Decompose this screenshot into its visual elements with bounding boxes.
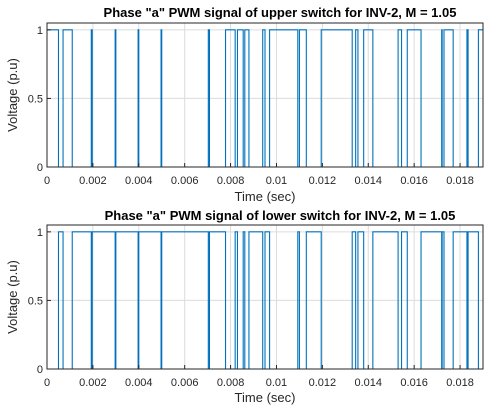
x-tick-label: 0.002 [79, 377, 107, 389]
x-tick-label: 0.01 [266, 377, 287, 389]
x-tick-label: 0 [44, 377, 50, 389]
x-tick-label: 0.018 [446, 175, 474, 187]
x-tick-label: 0.008 [217, 175, 245, 187]
y-tick-label: 0.5 [28, 295, 43, 307]
x-tick-label: 0.008 [217, 377, 245, 389]
x-tick-label: 0.004 [125, 377, 153, 389]
chart-title: Phase "a" PWM signal of upper switch for… [104, 5, 457, 20]
x-tick-label: 0.016 [400, 175, 428, 187]
x-tick-label: 0.002 [79, 175, 107, 187]
x-axis-label: Time (sec) [235, 189, 296, 204]
x-tick-label: 0.004 [125, 175, 153, 187]
lower-switch-pwm-plot: 0 0.002 0.004 0.006 0.008 0.01 0.012 0.014 0.016… [5, 208, 484, 405]
y-tick-label: 0 [37, 364, 43, 376]
y-axis-label: Voltage (p.u) [5, 260, 20, 334]
x-tick-label: 0.016 [400, 377, 428, 389]
y-tick-label: 0.5 [28, 93, 43, 105]
x-tick-label: 0.014 [354, 175, 382, 187]
x-tick-label: 0.006 [171, 175, 199, 187]
pwm-signal-line [47, 231, 483, 370]
x-tick-label: 0.018 [446, 377, 474, 389]
x-tick-label: 0.006 [171, 377, 199, 389]
y-axis-label: Voltage (p.u) [5, 58, 20, 132]
x-tick-label: 0.012 [309, 175, 337, 187]
x-tick-label: 0.014 [354, 377, 382, 389]
chart-title: Phase "a" PWM signal of lower switch for… [105, 208, 456, 223]
y-tick-label: 0 [37, 162, 43, 174]
x-tick-label: 0.01 [266, 175, 287, 187]
y-tick-label: 1 [37, 25, 43, 37]
x-tick-label: 0.012 [309, 377, 337, 389]
y-tick-label: 1 [37, 227, 43, 239]
x-axis-label: Time (sec) [235, 390, 296, 405]
x-tick-label: 0 [44, 175, 50, 187]
axes-box [46, 22, 484, 168]
axes-box [46, 224, 484, 370]
upper-switch-pwm-plot: 0 0.002 0.004 0.006 0.008 0.01 0.012 0.014 0.016… [5, 5, 484, 204]
